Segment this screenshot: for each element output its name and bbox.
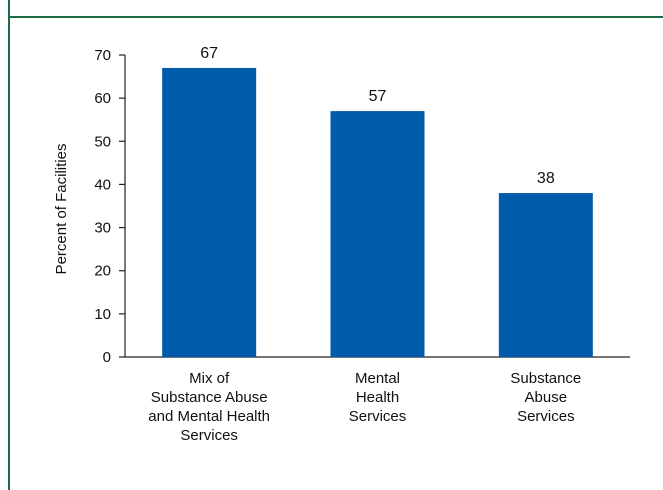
bar [162, 67, 257, 357]
x-tick-label: Mental [355, 370, 400, 387]
bar-value-label: 67 [200, 45, 218, 62]
y-tick-label: 70 [94, 47, 111, 64]
x-tick-label: Mix of [189, 370, 230, 387]
bar-value-label: 57 [369, 88, 387, 105]
x-tick-label: Services [349, 408, 407, 425]
bar [498, 193, 593, 357]
bar [330, 111, 425, 357]
x-tick-label: Services [180, 427, 238, 444]
y-tick-label: 0 [103, 349, 111, 366]
y-tick-label: 10 [94, 306, 111, 323]
y-tick-label: 40 [94, 176, 111, 193]
x-tick-label: Health [356, 389, 399, 406]
x-tick-label: Abuse [525, 389, 568, 406]
x-tick-label: and Mental Health [148, 408, 270, 425]
plot-area: 0 10 20 30 40 50 60 70 67 Mix of Substance Abuse an… [94, 45, 630, 444]
x-tick-label: Substance [510, 370, 581, 387]
frame-top-border [0, 0, 663, 18]
x-tick-label: Services [517, 408, 575, 425]
y-tick-label: 30 [94, 220, 111, 237]
y-axis-label: Percent of Facilities [53, 144, 70, 275]
y-tick-label: 50 [94, 133, 111, 150]
y-tick-label: 60 [94, 90, 111, 107]
x-tick-label: Substance Abuse [151, 389, 268, 406]
bar-value-label: 38 [537, 170, 555, 187]
y-tick-label: 20 [94, 263, 111, 280]
